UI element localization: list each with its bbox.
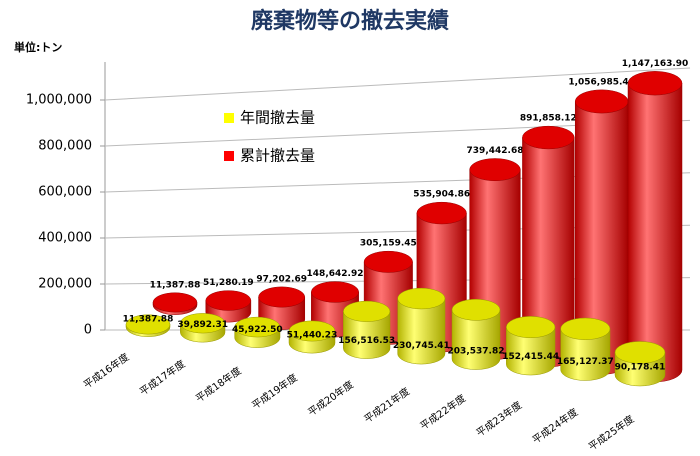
cylinder-top [343, 300, 391, 322]
legend-label: 累計撤去量 [240, 147, 315, 165]
x-tick-label: 平成21年度 [361, 385, 412, 426]
cylinder-top [451, 299, 501, 321]
value-label: 39,892.31 [177, 320, 228, 330]
x-tick-label: 平成17年度 [137, 357, 188, 398]
value-label: 230,745.41 [393, 341, 450, 351]
cylinder-top [506, 316, 556, 339]
cylinder-top [311, 281, 359, 303]
cylinder-top [574, 89, 629, 114]
cylinder-top [363, 250, 413, 273]
value-label: 51,440.23 [287, 331, 338, 341]
cylinder-top [416, 201, 467, 225]
value-label: 891,858.12 [520, 114, 577, 124]
cylinder-top [288, 320, 336, 342]
y-tick-label: 600,000 [38, 185, 92, 200]
cylinder-top [258, 286, 306, 308]
x-tick-label: 平成18年度 [193, 364, 244, 405]
cylinder-body [560, 328, 611, 381]
value-label: 1,147,163.90 [622, 59, 689, 69]
value-label: 203,537.82 [448, 347, 505, 357]
cylinder-top [152, 292, 198, 313]
y-tick-label: 400,000 [38, 231, 92, 246]
cylinder-top [205, 290, 252, 311]
value-label: 1,056,985.49 [568, 77, 635, 87]
value-label: 535,904.86 [413, 190, 470, 200]
cylinder-top [469, 158, 521, 182]
value-label: 45,922.50 [232, 325, 283, 335]
legend-label: 年間撤去量 [240, 109, 315, 127]
value-label: 152,415.44 [502, 352, 559, 362]
x-tick-label: 平成22年度 [417, 392, 468, 433]
y-tick-label: 1,000,000 [26, 93, 92, 108]
x-tick-label: 平成25年度 [586, 412, 637, 453]
value-label: 148,642.92 [307, 269, 364, 279]
y-tick-label: 800,000 [38, 139, 92, 154]
cylinder-body [343, 311, 391, 359]
x-tick-label: 平成20年度 [305, 378, 356, 419]
value-label: 305,159.45 [360, 239, 417, 249]
grid-line [104, 67, 691, 101]
legend-swatch [224, 113, 234, 123]
unit-label: 単位:トン [14, 40, 62, 54]
value-label: 51,280.19 [203, 278, 254, 288]
value-label: 165,127.37 [557, 357, 614, 367]
legend-swatch [224, 151, 234, 161]
value-label: 90,178.41 [615, 363, 666, 373]
cylinder-top [125, 314, 171, 335]
x-tick-label: 平成23年度 [474, 398, 525, 439]
value-label: 97,202.69 [256, 274, 307, 284]
cylinder-body [451, 309, 501, 370]
value-label: 11,387.88 [150, 280, 201, 290]
y-tick-label: 200,000 [38, 277, 92, 292]
cylinder-top [180, 313, 226, 334]
x-tick-label: 平成19年度 [249, 371, 300, 412]
x-tick-label: 平成16年度 [81, 350, 132, 391]
cylinder-body [397, 298, 446, 365]
cylinder-top [522, 125, 575, 150]
y-tick-label: 0 [84, 323, 92, 338]
chart-title: 廃棄物等の撤去実績 [251, 8, 449, 34]
cylinder-top [560, 317, 611, 340]
cylinder-body [506, 326, 556, 376]
cylinder-body [627, 82, 683, 383]
cylinder-top [614, 341, 666, 364]
x-tick-label: 平成24年度 [530, 405, 581, 446]
cylinder-top [234, 316, 281, 338]
value-label: 11,387.88 [123, 315, 174, 325]
value-label: 739,442.68 [467, 146, 524, 156]
value-label: 156,516.53 [338, 336, 395, 346]
cylinder-top [627, 71, 683, 96]
cylinder-top [397, 287, 446, 310]
